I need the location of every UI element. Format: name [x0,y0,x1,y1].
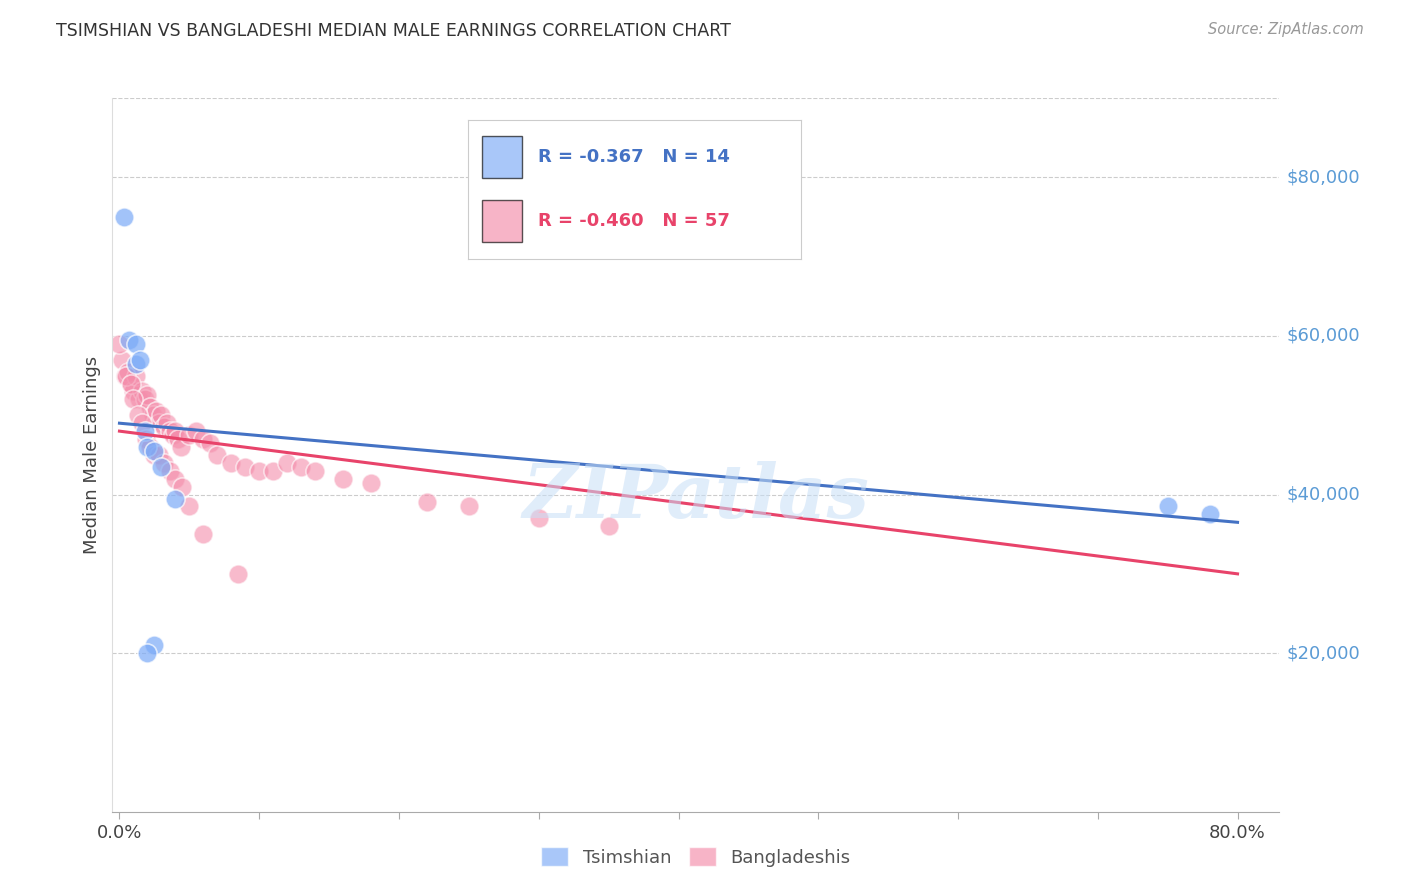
Y-axis label: Median Male Earnings: Median Male Earnings [83,356,101,554]
Point [120,376,142,391]
Point [360,475,382,490]
Point [131,384,153,399]
Point [143,448,166,462]
Point [112,210,135,224]
Point [156,416,179,430]
Point [125,357,148,371]
Point [165,424,187,438]
Point [170,440,193,454]
Point [1156,500,1178,514]
Point [127,409,149,423]
Point [290,459,312,474]
Point [247,464,270,478]
Point [148,416,170,430]
Point [332,472,354,486]
Point [129,352,152,367]
Point [150,409,173,423]
Point [134,392,156,407]
Legend: Tsimshian, Bangladeshis: Tsimshian, Bangladeshis [534,840,858,874]
Point [114,368,136,383]
Point [136,388,159,402]
Point [135,432,157,446]
Text: $40,000: $40,000 [1286,485,1360,504]
Point [162,428,184,442]
Text: Source: ZipAtlas.com: Source: ZipAtlas.com [1208,22,1364,37]
Text: $60,000: $60,000 [1286,327,1360,345]
Text: $80,000: $80,000 [1286,169,1360,186]
Point [226,566,249,581]
Point [125,337,148,351]
Point [153,456,176,470]
Point [233,459,256,474]
Point [159,464,181,478]
Point [219,456,242,470]
Point [165,472,187,486]
Point [193,432,215,446]
Point [165,491,187,506]
Point [148,448,170,462]
Point [172,480,194,494]
Point [193,527,215,541]
Point [139,401,162,415]
Text: $20,000: $20,000 [1286,644,1360,662]
Point [179,428,201,442]
Point [143,638,166,652]
Point [122,392,145,407]
Point [134,424,156,438]
Point [262,464,284,478]
Point [416,495,439,509]
Point [118,333,141,347]
Point [115,368,138,383]
Point [457,500,479,514]
Point [159,424,181,438]
Point [139,440,162,454]
Point [122,384,145,399]
Point [207,448,229,462]
Point [131,416,153,430]
Point [117,365,139,379]
Point [167,432,190,446]
Point [125,368,148,383]
Text: ZIPatlas: ZIPatlas [523,461,869,534]
Point [143,444,166,458]
Point [153,420,176,434]
Point [145,404,167,418]
Point [1198,508,1220,522]
Point [200,436,222,450]
Point [136,440,159,454]
Point [598,519,620,533]
Text: TSIMSHIAN VS BANGLADESHI MEDIAN MALE EARNINGS CORRELATION CHART: TSIMSHIAN VS BANGLADESHI MEDIAN MALE EAR… [56,22,731,40]
Point [179,500,201,514]
Point [120,376,142,391]
Point [150,459,173,474]
Point [108,337,131,351]
Point [128,392,150,407]
Point [276,456,298,470]
Point [186,424,208,438]
Point [136,646,159,660]
Point [527,511,550,525]
Point [142,409,165,423]
Point [111,352,134,367]
Point [304,464,326,478]
